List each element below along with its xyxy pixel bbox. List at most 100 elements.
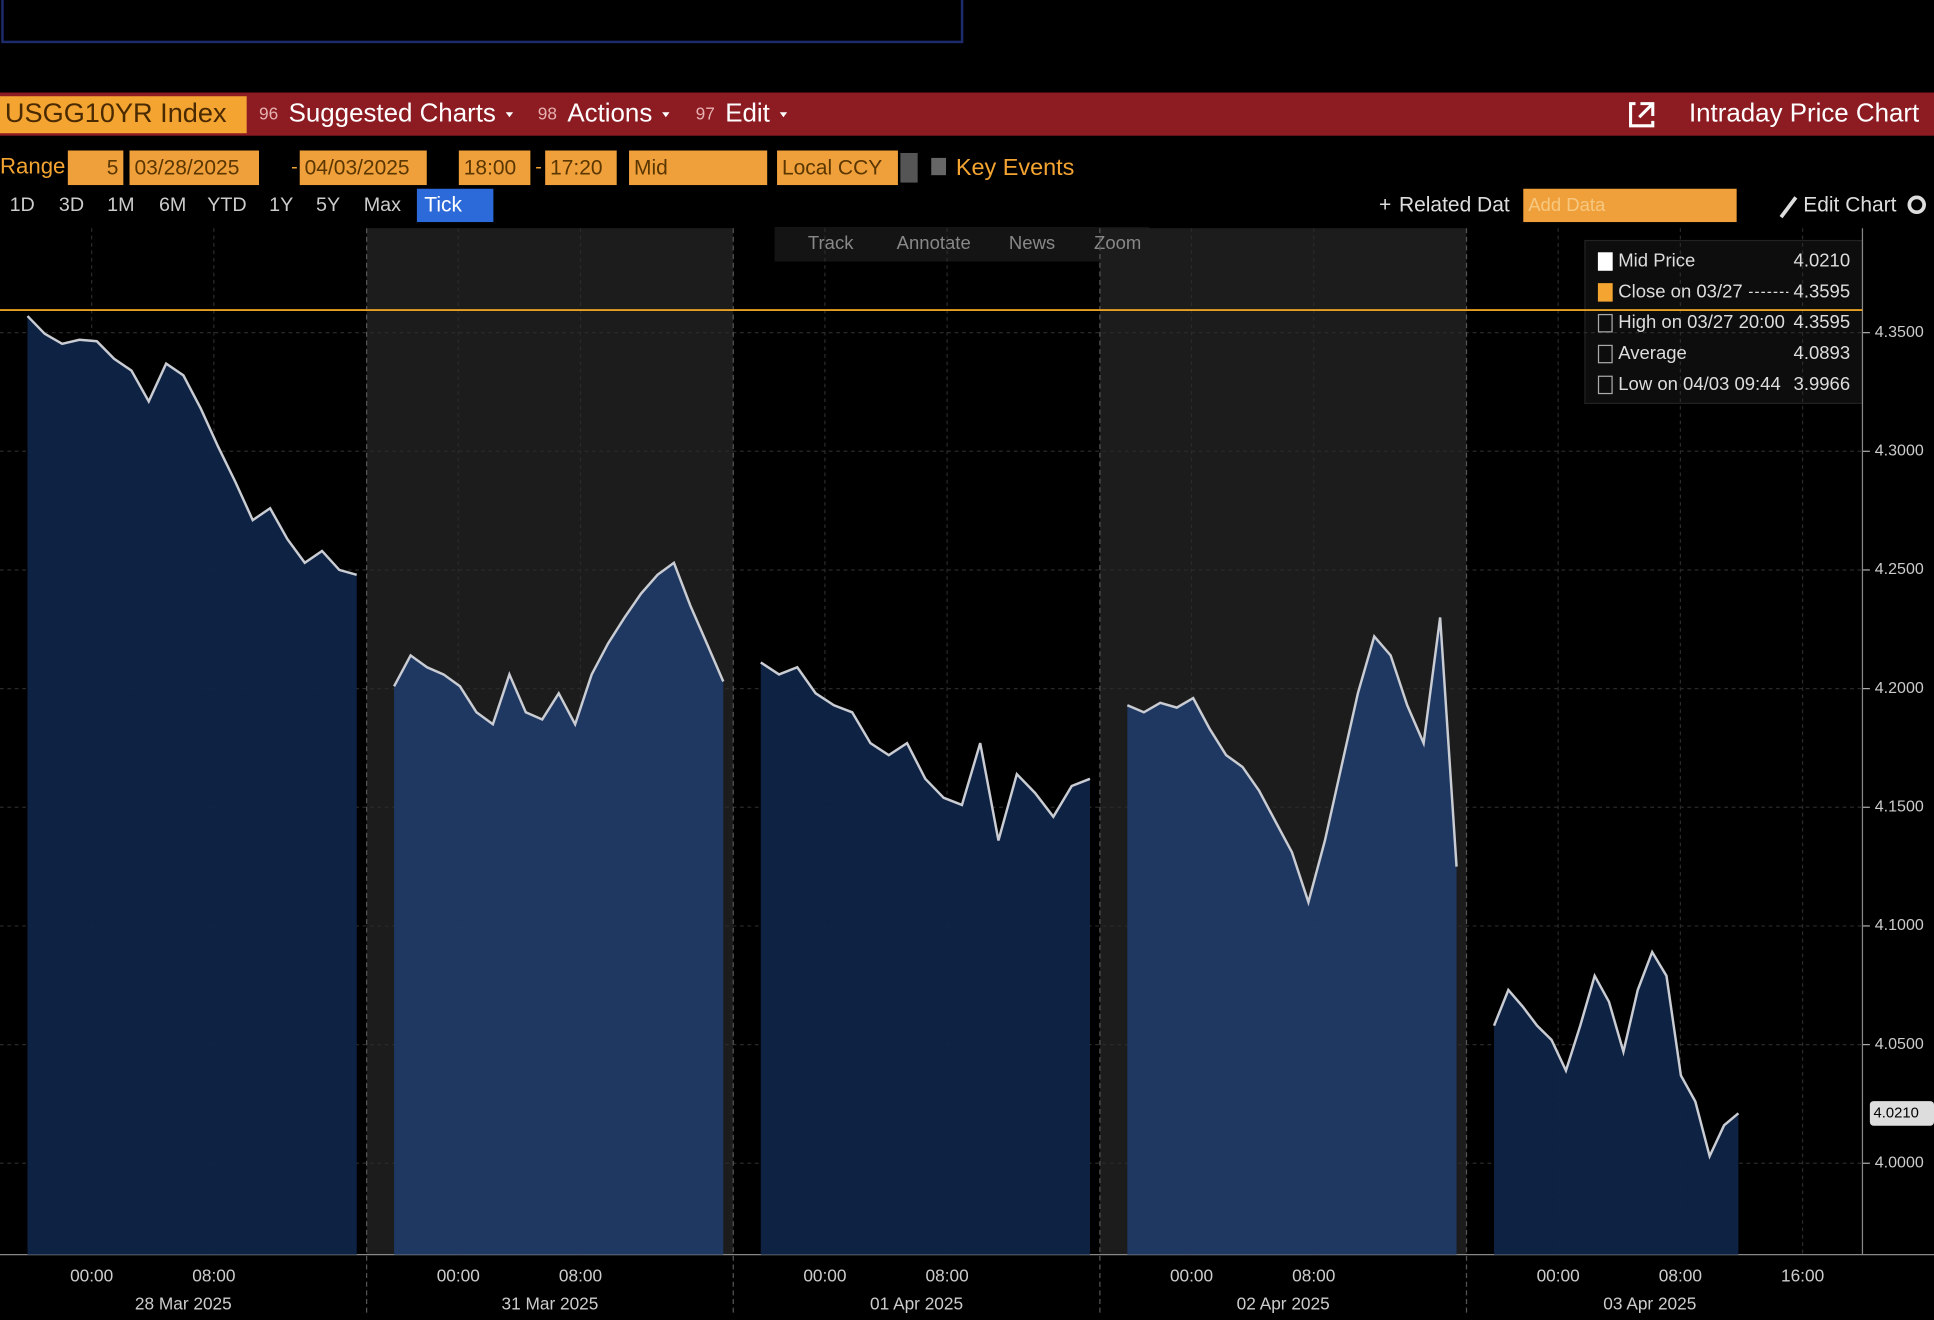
- legend-name: Low on 04/03 09:44: [1618, 373, 1781, 394]
- menu-item[interactable]: Edit: [725, 100, 770, 128]
- menu-item[interactable]: Suggested Charts: [289, 100, 496, 128]
- legend-value: 4.3595: [1794, 311, 1851, 332]
- y-tick-label: 4.2000: [1875, 679, 1924, 697]
- legend-swatch: [1597, 283, 1613, 302]
- x-date-label: 31 Mar 2025: [502, 1294, 599, 1314]
- x-date-label: 28 Mar 2025: [135, 1294, 232, 1314]
- legend-value: 4.0210: [1794, 249, 1851, 270]
- period-button[interactable]: 6M: [159, 194, 186, 216]
- y-tick-label: 4.1000: [1875, 916, 1924, 934]
- input-text: 5: [107, 157, 119, 180]
- input-text: 03/28/2025: [134, 157, 239, 180]
- price-line: [1492, 949, 1740, 1160]
- window-title: Intraday Price Chart: [1689, 100, 1919, 128]
- x-date-label: 01 Apr 2025: [870, 1294, 963, 1314]
- x-tick-label: 16:00: [1781, 1265, 1824, 1285]
- x-date-label: 02 Apr 2025: [1237, 1294, 1330, 1314]
- settings-icon[interactable]: [1907, 195, 1926, 215]
- input-field[interactable]: [299, 150, 427, 186]
- chart-tools-bg: [774, 226, 1150, 262]
- price-line: [1126, 617, 1458, 907]
- price-line: [26, 315, 358, 576]
- y-tick-label: 4.3500: [1875, 323, 1924, 341]
- chart-tool[interactable]: Annotate: [897, 232, 971, 253]
- add-data: Add Data: [1528, 194, 1606, 215]
- input-field[interactable]: [629, 150, 768, 186]
- command-line[interactable]: [1, 0, 964, 44]
- x-tick-label: 00:00: [437, 1265, 480, 1285]
- pencil-icon: [1779, 196, 1798, 219]
- add-data-field[interactable]: [1523, 188, 1737, 223]
- separator: -: [291, 156, 298, 178]
- range-label: Range: [0, 154, 65, 179]
- menu-caret: [779, 112, 788, 118]
- chart-tool[interactable]: News: [1009, 232, 1055, 253]
- period-button[interactable]: YTD: [207, 194, 246, 216]
- menu-key: 98: [538, 103, 557, 123]
- edit-chart[interactable]: Edit Chart: [1803, 194, 1896, 217]
- input-field[interactable]: [458, 150, 531, 186]
- input-field[interactable]: [545, 150, 617, 186]
- input-text: Mid: [634, 157, 668, 180]
- period-button[interactable]: 1D: [10, 194, 35, 216]
- checkbox[interactable]: [931, 157, 947, 176]
- area-fill: [1127, 617, 1457, 1255]
- period-button[interactable]: 5Y: [316, 194, 340, 216]
- last-price-tag: [1869, 1101, 1934, 1126]
- period-active[interactable]: [416, 188, 494, 223]
- y-tick-label: 4.3000: [1875, 442, 1924, 460]
- chart-tool[interactable]: Track: [808, 232, 854, 253]
- legend-swatch: [1597, 252, 1613, 271]
- menu-key: 97: [696, 103, 715, 123]
- x-tick-label: 00:00: [1170, 1265, 1213, 1285]
- input-text: Local CCY: [782, 157, 882, 180]
- y-tick-label: 4.0500: [1875, 1035, 1924, 1053]
- legend-name: Close on 03/27: [1618, 280, 1742, 301]
- legend-value: 4.0893: [1794, 342, 1851, 363]
- x-date-label: 03 Apr 2025: [1603, 1294, 1696, 1314]
- menu-key: 96: [259, 103, 278, 123]
- related-data[interactable]: Related Dat: [1399, 194, 1510, 217]
- key-events: Key Events: [956, 154, 1074, 180]
- popout-icon: [1629, 102, 1655, 128]
- y-tick-label: 4.1500: [1875, 798, 1924, 816]
- legend-box: [1584, 239, 1864, 405]
- legend-name: Average: [1618, 342, 1687, 363]
- period-button[interactable]: Tick: [424, 194, 462, 217]
- period-button[interactable]: 1M: [107, 194, 134, 216]
- period-button[interactable]: 1Y: [269, 194, 293, 216]
- y-tick-label: 4.2500: [1875, 560, 1924, 578]
- ticker-box[interactable]: [0, 96, 247, 134]
- x-tick-label: 08:00: [559, 1265, 602, 1285]
- x-tick-label: 08:00: [1659, 1265, 1702, 1285]
- menu-bar: [0, 92, 1934, 136]
- legend-swatch: [1597, 344, 1613, 364]
- x-tick-label: 08:00: [192, 1265, 235, 1285]
- dropdown-button[interactable]: [900, 152, 918, 183]
- ticker: USGG10YR Index: [5, 97, 227, 128]
- chart-tool[interactable]: Zoom: [1094, 232, 1141, 253]
- last-price-label: 4.0210: [1874, 1105, 1919, 1121]
- legend-value: 3.9966: [1794, 373, 1851, 394]
- input-field[interactable]: [129, 150, 260, 186]
- legend-swatch: [1597, 375, 1613, 395]
- input-text: 17:20: [550, 157, 602, 180]
- price-line: [392, 560, 725, 728]
- legend-name: Mid Price: [1618, 249, 1695, 270]
- separator: -: [535, 156, 542, 178]
- area-fill: [394, 562, 724, 1255]
- input-field[interactable]: [777, 150, 898, 186]
- legend-value: 4.3595: [1794, 280, 1851, 301]
- x-tick-label: 08:00: [1292, 1265, 1335, 1285]
- plus-icon: +: [1379, 194, 1391, 217]
- area-fill: [1494, 952, 1739, 1255]
- period-button[interactable]: Max: [364, 194, 401, 216]
- price-line: [760, 661, 1091, 841]
- menu-caret: [662, 112, 670, 118]
- input-field[interactable]: [67, 150, 124, 186]
- x-tick-label: 00:00: [70, 1265, 113, 1285]
- period-button[interactable]: 3D: [59, 194, 84, 216]
- menu-item[interactable]: Actions: [567, 100, 652, 128]
